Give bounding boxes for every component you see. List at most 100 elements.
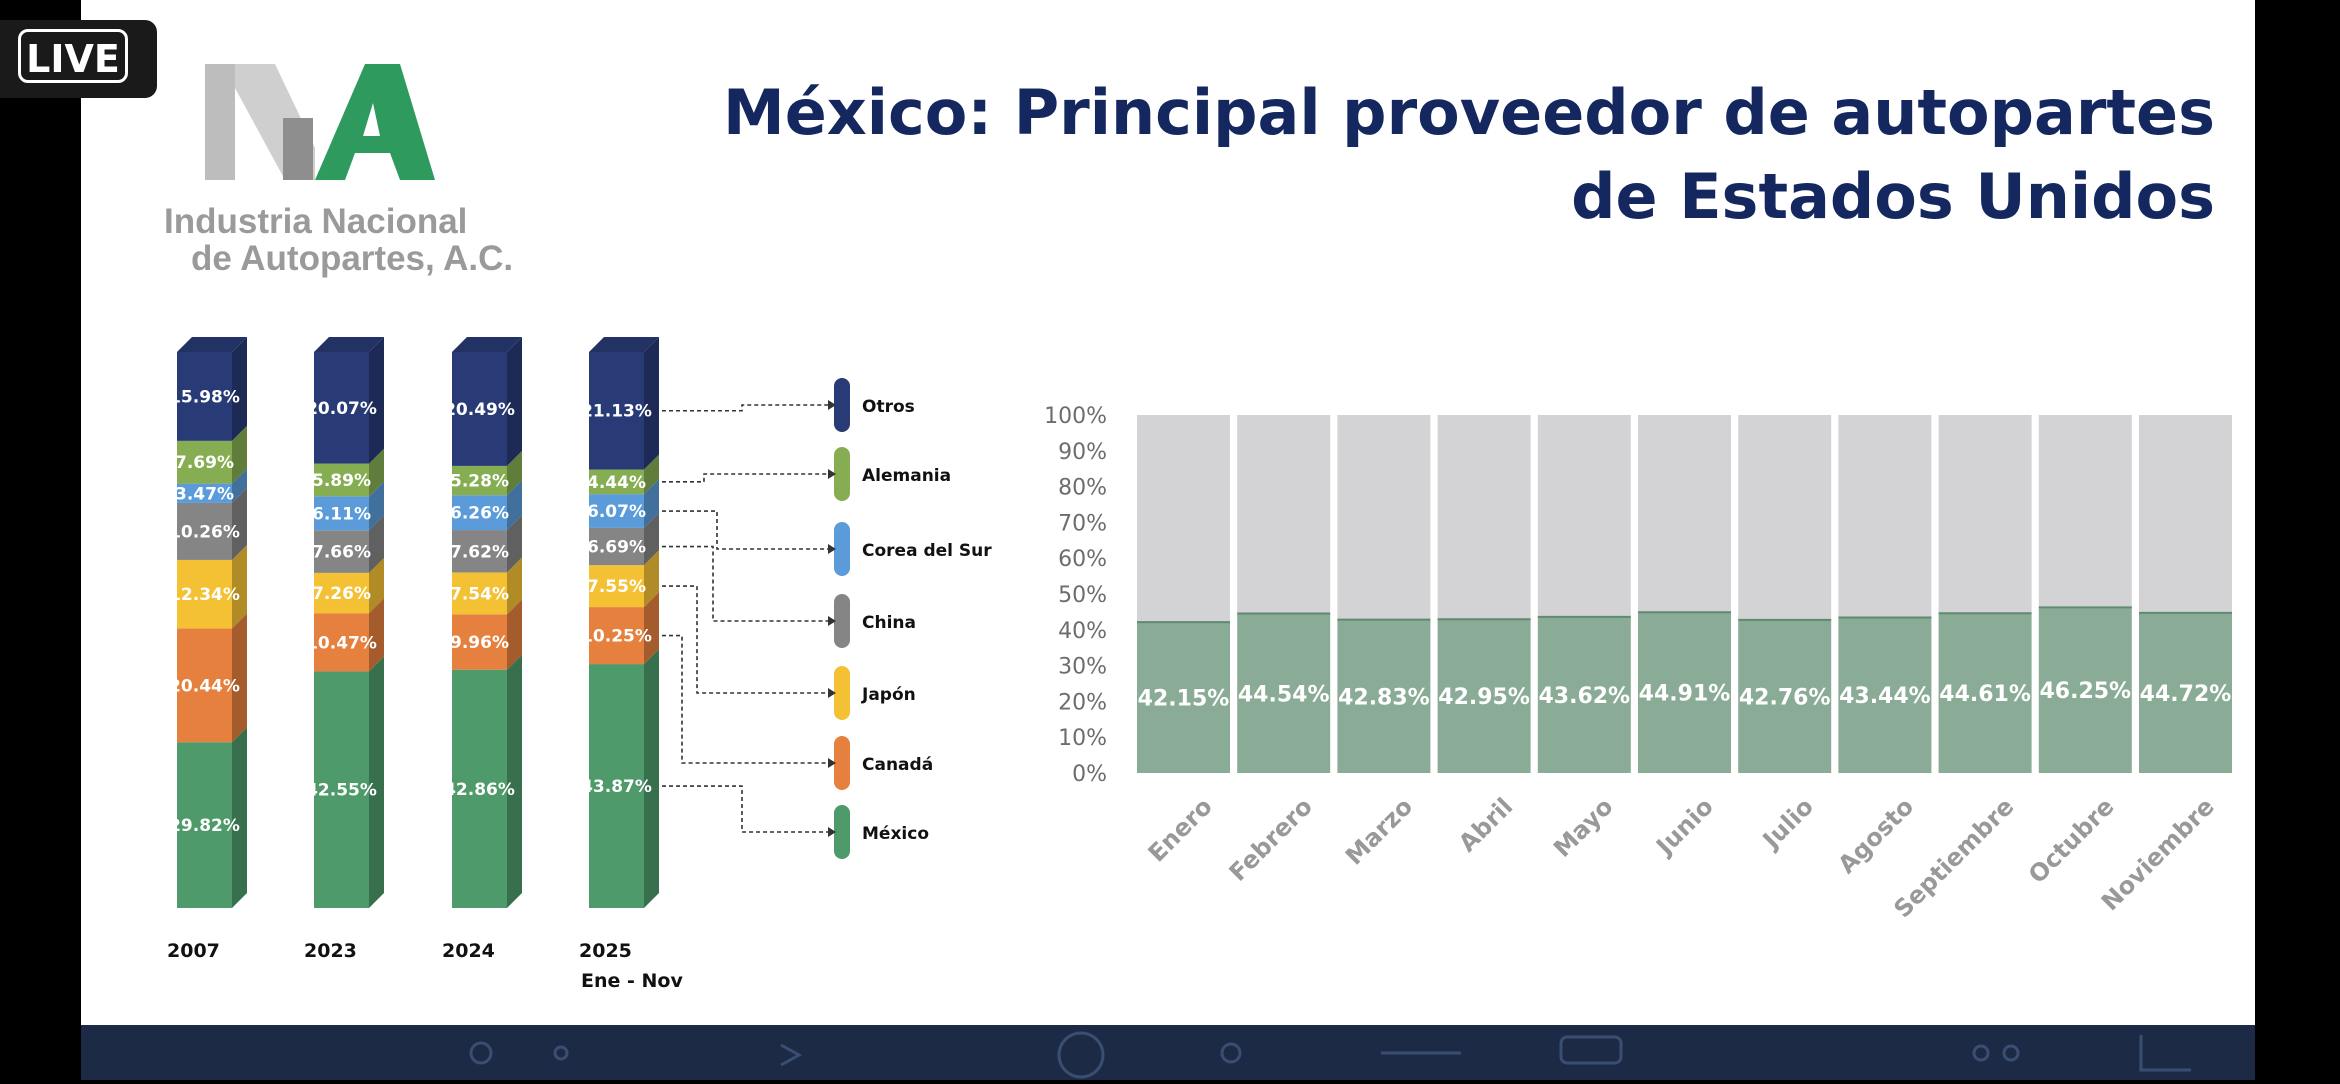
- legend-label: Otros: [862, 397, 915, 417]
- page-title-line2: de Estados Unidos: [1571, 160, 2215, 233]
- legend-swatch: [834, 594, 850, 648]
- month-bar-rest-Junio: [1638, 415, 1731, 613]
- legend-swatch: [834, 522, 850, 576]
- logo-text-line2: de Autopartes, A.C.: [191, 239, 514, 278]
- stack-segment-2023-4: [314, 496, 369, 531]
- stack-segment-side-2007-6: [232, 337, 247, 441]
- stack-value-label: 7.26%: [312, 584, 371, 604]
- stack-segment-2024-6: [452, 352, 507, 466]
- month-bar-mexico-Febrero: [1237, 613, 1331, 773]
- stack-value-label: 3.47%: [175, 484, 234, 504]
- month-label: Abril: [1453, 792, 1518, 857]
- month-value-label: 42.83%: [1338, 685, 1430, 710]
- live-badge: LIVE: [0, 20, 157, 98]
- stack-top-2007: [177, 337, 247, 352]
- legend-label: Canadá: [862, 755, 933, 775]
- month-bar-rest-Julio: [1738, 415, 1832, 620]
- month-bar-mexico-Junio: [1638, 612, 1731, 773]
- month-value-label: 42.15%: [1138, 687, 1230, 712]
- stack-segment-side-2023-1: [369, 598, 384, 672]
- year-label: 2024: [442, 940, 495, 962]
- month-label: Julio: [1756, 792, 1819, 855]
- month-value-label: 44.91%: [1639, 682, 1731, 707]
- month-value-label: 42.95%: [1438, 685, 1530, 710]
- stack-segment-2024-5: [452, 465, 507, 496]
- month-bar-mexico-Septiembre: [1938, 613, 2032, 773]
- stack-value-label: 4.44%: [587, 473, 646, 493]
- month-bar-rest-Septiembre: [1938, 415, 2032, 614]
- month-bar-rest-Abril: [1437, 415, 1531, 620]
- y-tick-label: 90%: [1058, 440, 1107, 465]
- y-tick-label: 50%: [1058, 583, 1107, 608]
- logo-text-line1: Industria Nacional: [164, 202, 468, 241]
- logo-mark: [205, 64, 435, 180]
- month-label: Febrero: [1224, 792, 1318, 886]
- stack-segment-2023-6: [314, 352, 369, 464]
- stack-segment-side-2023-2: [369, 557, 384, 614]
- stack-segment-2025-3: [589, 527, 644, 566]
- legend-arrowhead: [828, 616, 836, 626]
- stack-segment-side-2023-4: [369, 481, 384, 531]
- live-badge-label: LIVE: [18, 29, 128, 83]
- stack-value-label: 43.87%: [581, 777, 652, 797]
- y-tick-label: 70%: [1058, 511, 1107, 536]
- legend-arrowhead: [828, 544, 836, 554]
- year-label: 2023: [304, 940, 357, 962]
- year-label: 2025: [579, 940, 632, 962]
- page-title-line1: México: Principal proveedor de autoparte…: [723, 76, 2215, 149]
- legend-arrowhead: [828, 827, 836, 837]
- stack-top-2024: [452, 337, 522, 352]
- month-value-label: 44.54%: [1238, 682, 1330, 707]
- stack-value-label: 7.54%: [450, 584, 509, 604]
- stack-segment-2024-4: [452, 495, 507, 531]
- stack-segment-side-2007-4: [232, 468, 247, 503]
- stack-segment-2025-2: [589, 565, 644, 608]
- legend-label: Corea del Sur: [862, 541, 992, 561]
- stack-segment-side-2025-0: [644, 649, 659, 908]
- stack-segment-2024-1: [452, 614, 507, 670]
- legend-label: Alemania: [862, 466, 951, 486]
- stack-segment-side-2024-5: [507, 450, 522, 496]
- month-value-label: 44.61%: [1939, 682, 2031, 707]
- month-value-label: 43.44%: [1839, 684, 1931, 709]
- logo-a-hole: [363, 103, 380, 136]
- month-label: Octubre: [2023, 792, 2120, 889]
- footer-band: [81, 1025, 2255, 1080]
- y-tick-label: 20%: [1058, 690, 1107, 715]
- month-bar-mexico-Mayo: [1537, 616, 1631, 773]
- legend-connector: [662, 510, 828, 550]
- month-label: Junio: [1650, 792, 1719, 861]
- stack-value-label: 6.26%: [450, 504, 509, 524]
- legend-label: México: [862, 824, 929, 844]
- stack-segment-2025-0: [589, 664, 644, 908]
- stack-segment-side-2007-0: [232, 727, 247, 908]
- month-bar-rest-Agosto: [1838, 415, 1932, 618]
- stack-segment-side-2025-2: [644, 550, 659, 608]
- month-bar-rest-Marzo: [1337, 415, 1431, 620]
- legend-swatch: [834, 736, 850, 790]
- y-tick-label: 60%: [1058, 547, 1107, 572]
- month-bar-mexico-Abril: [1437, 619, 1531, 773]
- logo-i-left: [205, 64, 235, 180]
- stack-value-label: 29.82%: [169, 816, 240, 836]
- month-bar-mexico-Julio: [1738, 619, 1832, 773]
- stack-segment-2025-5: [589, 469, 644, 495]
- stack-value-label: 5.28%: [450, 472, 509, 492]
- month-bar-rest-Enero: [1137, 415, 1230, 623]
- month-bar-mexico-Octubre: [2038, 607, 2132, 773]
- month-value-label: 43.62%: [1538, 684, 1630, 709]
- stack-value-label: 7.66%: [312, 543, 371, 563]
- legend-arrowhead: [828, 469, 836, 479]
- legend-connector: [662, 585, 828, 694]
- stack-value-label: 6.07%: [587, 502, 646, 522]
- month-bar-rest-Febrero: [1237, 415, 1331, 614]
- month-bar-rest-Octubre: [2038, 415, 2132, 608]
- month-label: Mayo: [1548, 792, 1618, 862]
- stack-segment-side-2007-1: [232, 613, 247, 743]
- month-label: Agosto: [1833, 792, 1920, 879]
- stack-segment-2007-2: [177, 559, 232, 629]
- month-bar-rest-Noviembre: [2139, 415, 2232, 613]
- stack-segment-2007-4: [177, 483, 232, 503]
- stack-segment-side-2007-5: [232, 425, 247, 484]
- stack-segment-side-2024-3: [507, 515, 522, 573]
